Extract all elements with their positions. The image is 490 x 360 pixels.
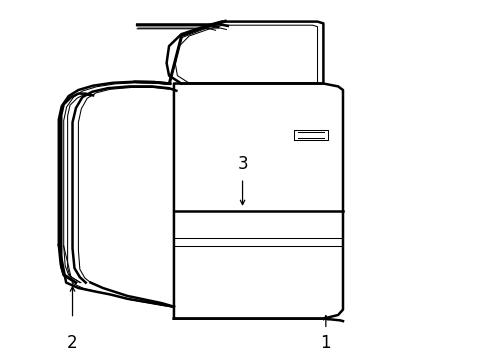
Text: 2: 2	[67, 334, 78, 352]
Text: 1: 1	[320, 334, 331, 352]
Text: 3: 3	[237, 155, 248, 173]
